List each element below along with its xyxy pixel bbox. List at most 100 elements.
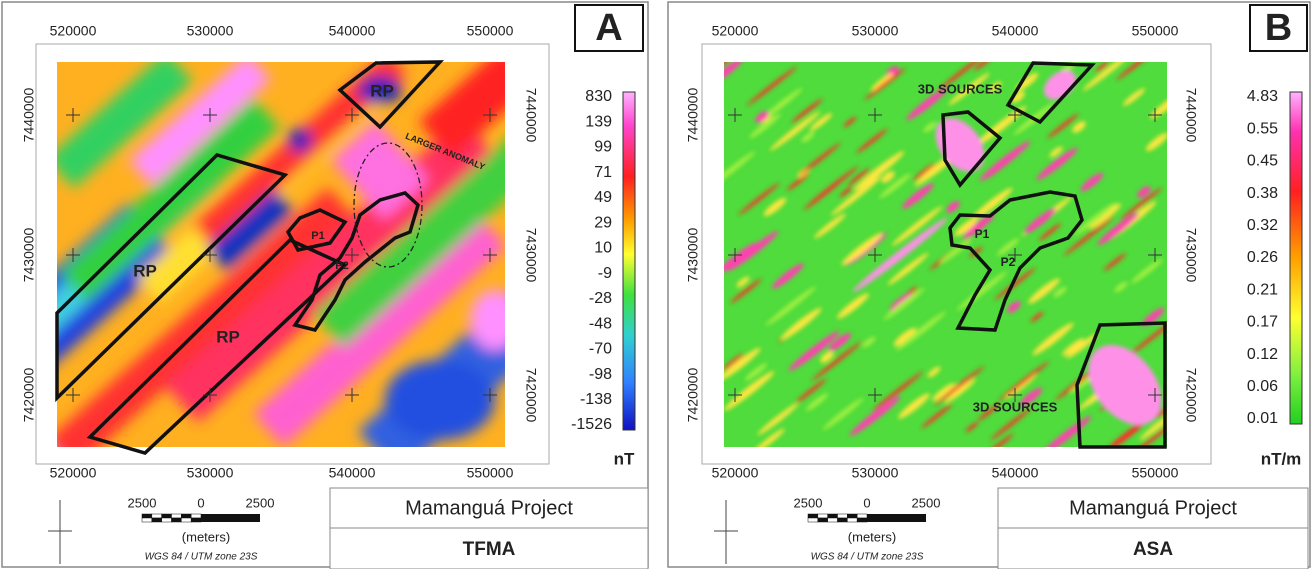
y-coordinate-label: 7430000 — [21, 228, 37, 283]
colorbar-label: 0.45 — [1247, 153, 1278, 170]
y-coordinate-label: 7440000 — [523, 88, 539, 143]
scale-segment — [142, 514, 152, 518]
scale-segment — [808, 514, 818, 518]
datum-label: WGS 84 / UTM zone 23S — [811, 552, 924, 563]
scale-label: 2500 — [912, 495, 941, 510]
x-coordinate-label: 530000 — [187, 465, 234, 481]
colorbar — [623, 92, 635, 430]
colorbar — [1290, 92, 1302, 424]
colorbar-label: -70 — [589, 341, 612, 358]
scale-segment — [142, 518, 152, 522]
colorbar-label: 0.21 — [1247, 281, 1278, 298]
scale-segment — [191, 518, 201, 522]
map-annotation: RP — [216, 327, 240, 346]
y-coordinate-label: 7420000 — [523, 368, 539, 423]
scale-segment — [838, 514, 848, 518]
x-coordinate-label: 540000 — [992, 23, 1039, 39]
scale-segment — [191, 514, 201, 518]
y-coordinate-label: 7440000 — [21, 88, 37, 143]
scale-segment — [172, 514, 182, 518]
x-coordinate-label: 540000 — [329, 23, 376, 39]
map-blob — [288, 128, 312, 152]
product-name: TFMA — [463, 539, 516, 560]
scale-segment — [181, 514, 191, 518]
colorbar-label: 99 — [594, 139, 612, 156]
map-image — [703, 47, 1184, 463]
scale-segment — [172, 518, 182, 522]
map-annotation: RP — [370, 81, 394, 100]
colorbar-unit: nT/m — [1261, 449, 1302, 468]
map-annotation: P2 — [1001, 255, 1016, 269]
colorbar-label: -48 — [589, 315, 612, 332]
scale-label: 0 — [197, 495, 204, 510]
scale-segment — [818, 518, 828, 522]
map-annotation: RP — [133, 261, 157, 280]
project-title: Mamanguá Project — [405, 497, 573, 519]
map-blob — [470, 290, 520, 350]
scale-segment — [847, 518, 857, 522]
colorbar-label: 0.17 — [1247, 314, 1278, 331]
y-coordinate-label: 7420000 — [21, 368, 37, 423]
x-coordinate-label: 550000 — [1132, 23, 1179, 39]
map-image — [0, 41, 567, 513]
scale-segment — [152, 518, 162, 522]
figure: 520000 520000 530000 530000 540000 540000 5500… — [0, 0, 1312, 569]
scale-segment — [828, 518, 838, 522]
scale-label: 2500 — [128, 495, 157, 510]
colorbar-label: 830 — [585, 88, 612, 105]
colorbar-label: -28 — [589, 290, 612, 307]
scale-segment — [162, 518, 172, 522]
colorbar-label: -1526 — [571, 416, 612, 433]
scale-segment — [867, 514, 926, 522]
x-coordinate-label: 520000 — [712, 23, 759, 39]
colorbar-label: -9 — [598, 265, 612, 282]
scale-segment — [847, 514, 857, 518]
scale-segment — [162, 514, 172, 518]
map-blob — [385, 360, 495, 440]
colorbar-label: 4.83 — [1247, 88, 1278, 105]
map-annotation: P1 — [975, 227, 990, 241]
colorbar-label: 10 — [594, 240, 612, 257]
x-coordinate-label: 550000 — [1132, 465, 1179, 481]
x-coordinate-label: 520000 — [712, 465, 759, 481]
colorbar-unit: nT — [614, 449, 635, 468]
colorbar-label: 29 — [594, 214, 612, 231]
y-coordinate-label: 7420000 — [1183, 368, 1199, 423]
scale-segment — [201, 514, 260, 522]
project-title: Mamanguá Project — [1069, 497, 1237, 519]
panel-letter: A — [595, 7, 622, 49]
colorbar-label: 0.32 — [1247, 217, 1278, 234]
scale-label: 2500 — [794, 495, 823, 510]
colorbar-label: 0.55 — [1247, 120, 1278, 137]
scale-unit: (meters) — [848, 529, 896, 544]
colorbar-label: 0.38 — [1247, 185, 1278, 202]
scale-label: 2500 — [246, 495, 275, 510]
scale-segment — [857, 514, 867, 518]
product-name: ASA — [1133, 539, 1173, 560]
colorbar-label: 49 — [594, 189, 612, 206]
x-coordinate-label: 520000 — [50, 465, 97, 481]
map-annotation: 3D SOURCES — [973, 399, 1058, 414]
y-coordinate-label: 7440000 — [1183, 88, 1199, 143]
colorbar-label: 0.12 — [1247, 346, 1278, 363]
scale-label: 0 — [863, 495, 870, 510]
colorbar-label: 0.26 — [1247, 249, 1278, 266]
scale-segment — [808, 518, 818, 522]
y-coordinate-label: 7430000 — [1183, 228, 1199, 283]
datum-label: WGS 84 / UTM zone 23S — [145, 552, 258, 563]
y-coordinate-label: 7420000 — [685, 368, 701, 423]
scale-unit: (meters) — [182, 529, 230, 544]
colorbar-label: 139 — [585, 113, 612, 130]
x-coordinate-label: 520000 — [50, 23, 97, 39]
y-coordinate-label: 7440000 — [685, 88, 701, 143]
map-annotation: 3D SOURCES — [918, 81, 1003, 96]
colorbar-label: -138 — [580, 391, 612, 408]
x-coordinate-label: 530000 — [852, 23, 899, 39]
colorbar-label: 0.06 — [1247, 378, 1278, 395]
map-annotation: P1 — [311, 230, 324, 242]
map-annotation: P2 — [335, 260, 348, 272]
x-coordinate-label: 540000 — [992, 465, 1039, 481]
x-coordinate-label: 540000 — [329, 465, 376, 481]
scale-segment — [828, 514, 838, 518]
y-coordinate-label: 7430000 — [685, 228, 701, 283]
